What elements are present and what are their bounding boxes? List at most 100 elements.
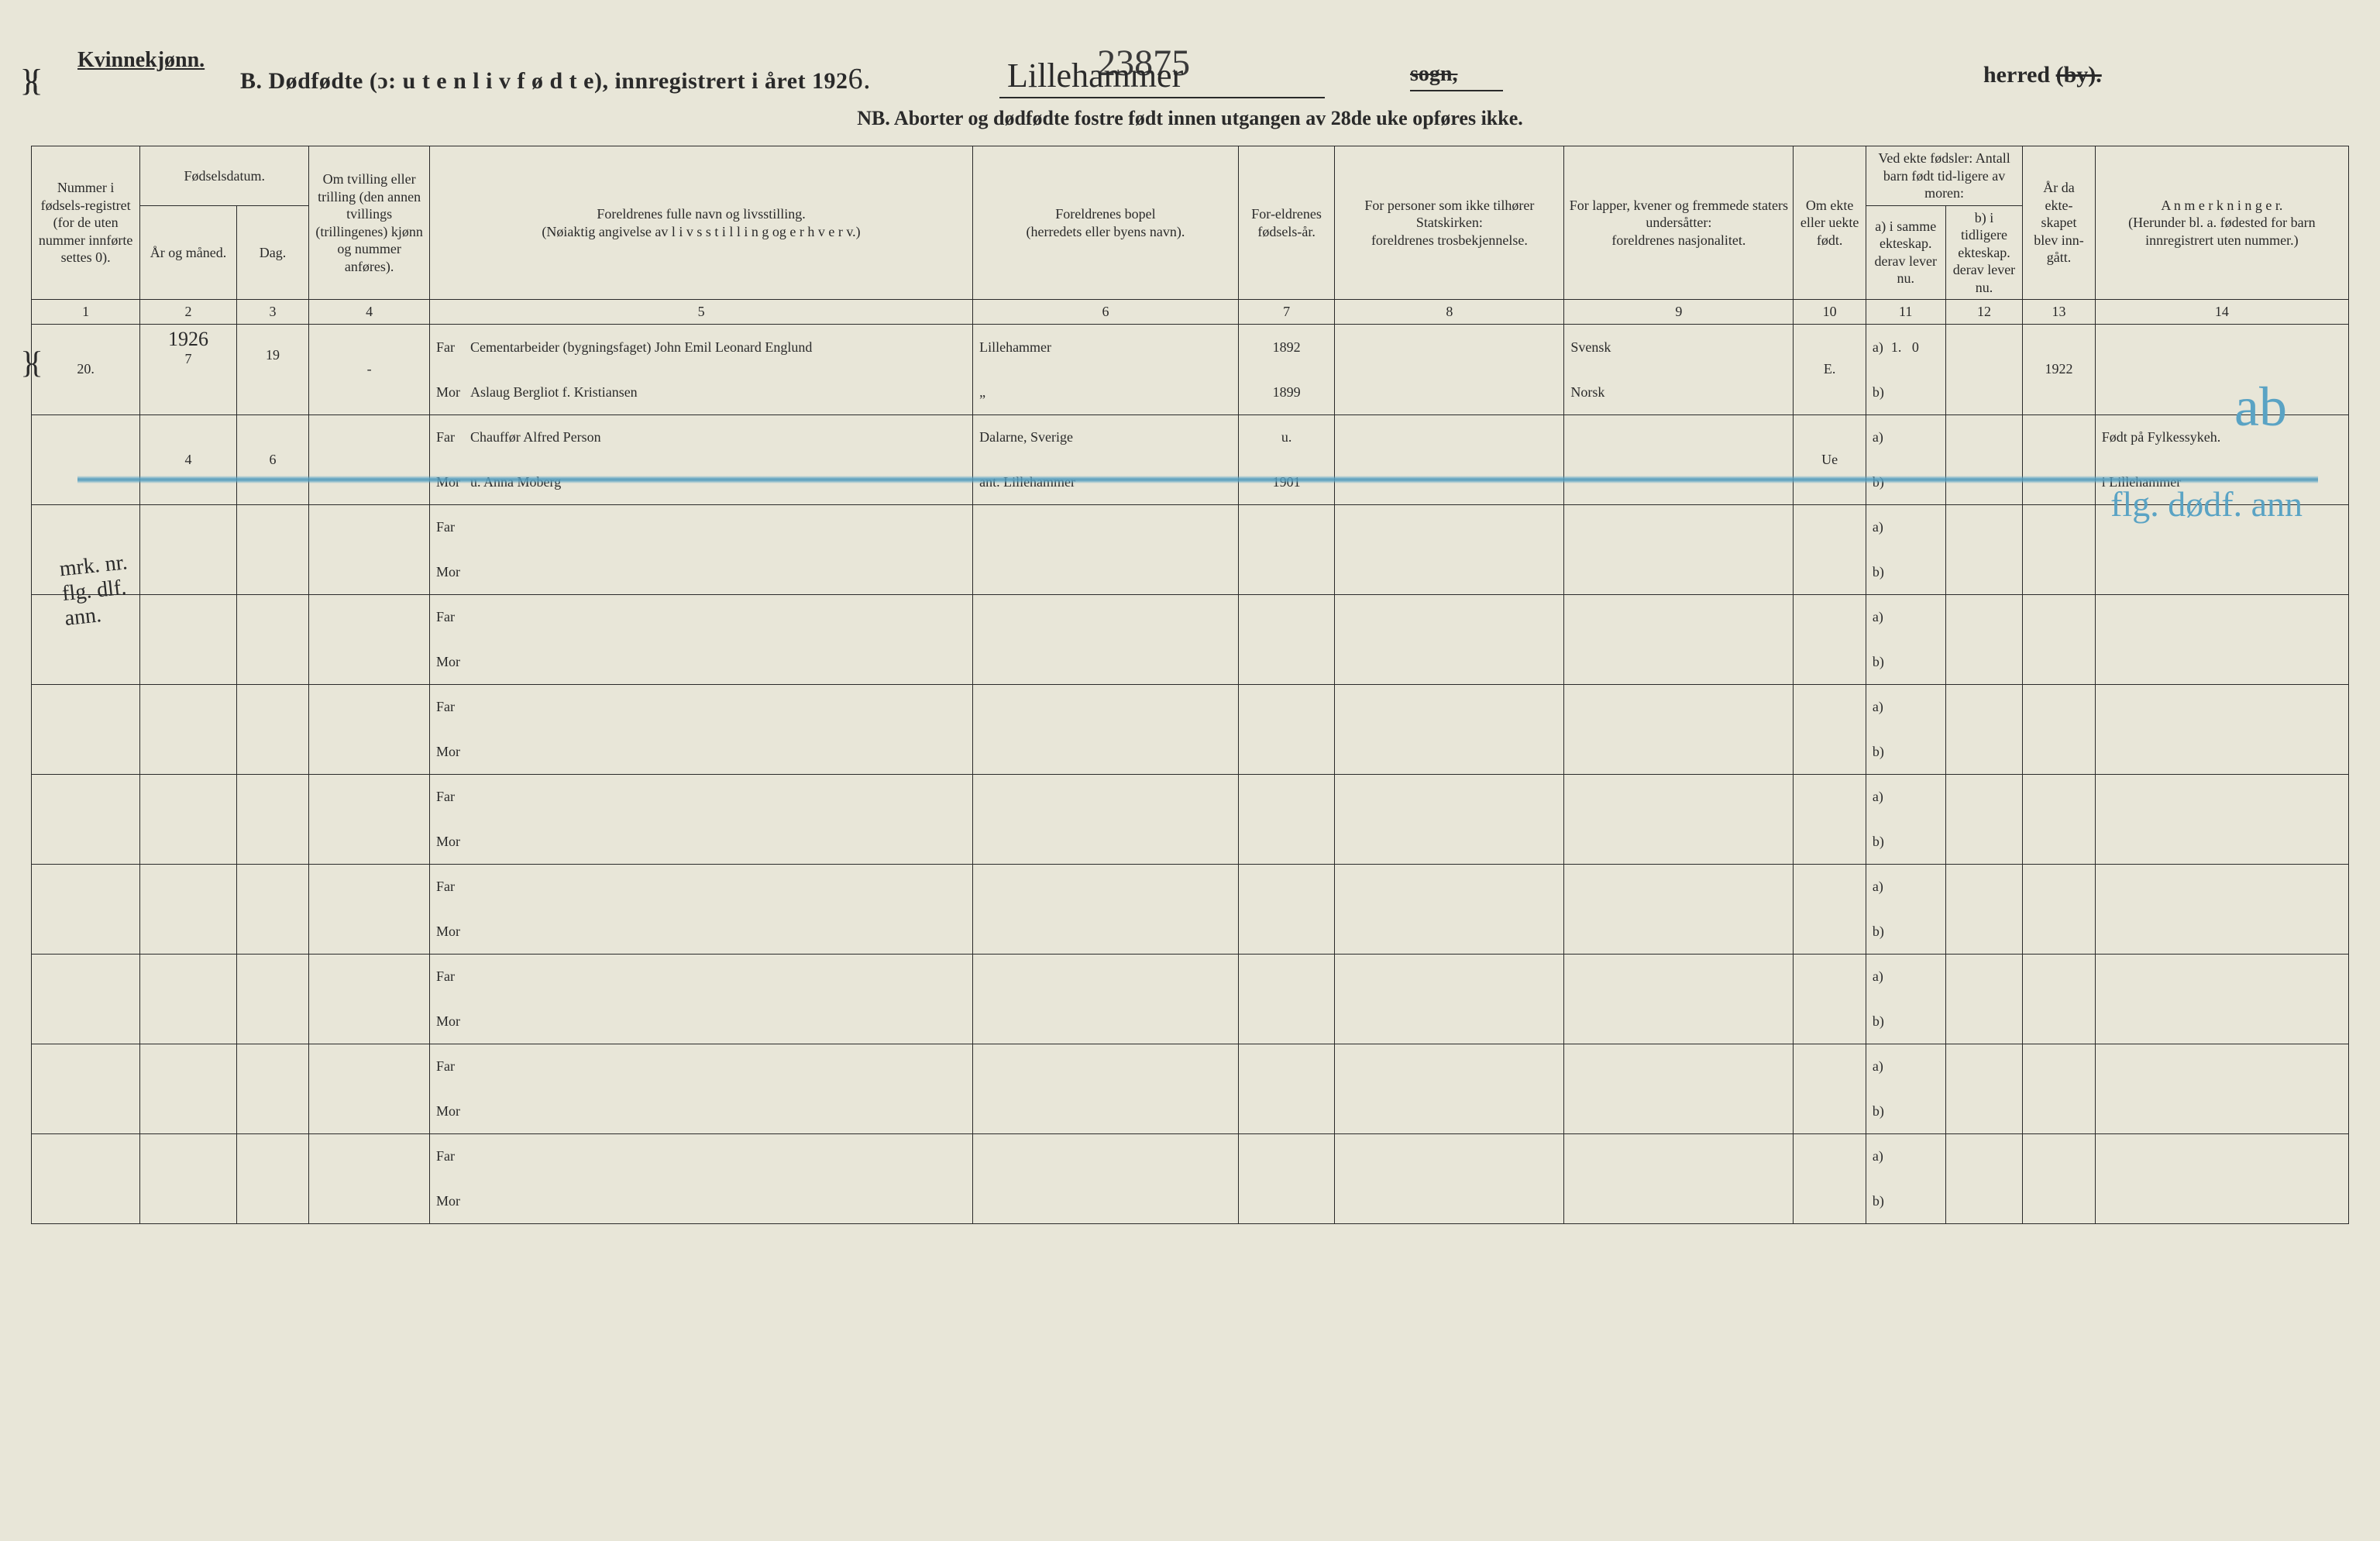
e-twin [309,775,430,865]
ledger-table: Nummer i fødsels-registret (for de uten … [31,146,2349,1224]
e-far: {Far [430,595,973,640]
r2-twin [309,415,430,505]
e-mor-place [973,1179,1239,1224]
e-mor-place [973,550,1239,595]
e-married [2023,1044,2095,1134]
e-mor-nat [1564,1179,1794,1224]
hdr-col2a: År og måned. [140,205,237,300]
e-twin [309,955,430,1044]
gender-label: Kvinnekjønn. [77,48,205,73]
r1-mor-place: „ [973,370,1239,415]
e-mor-year [1238,910,1335,955]
e-twin [309,505,430,595]
colnum-13: 13 [2023,300,2095,325]
table-header: Nummer i fødsels-registret (for de uten … [32,146,2349,325]
e-a: a) [1866,685,1945,730]
colnum-7: 7 [1238,300,1335,325]
e-month [140,955,237,1044]
colnum-10: 10 [1794,300,1866,325]
hdr-c11b-t: b) i tidligere ekteskap. [1958,210,2010,260]
e-far: {Far [430,955,973,999]
e-b: b) [1866,820,1945,865]
header-row: Kvinnekjønn. B. Dødfødte (ɔ: u t e n l i… [31,42,2349,88]
e-mor-year [1238,640,1335,685]
hdr-col11-top: Ved ekte fødsler: Antall barn født tid-l… [1866,146,2022,206]
r1-mor-year: 1899 [1238,370,1335,415]
r2-far-rel [1335,415,1564,460]
colnum-9: 9 [1564,300,1794,325]
r1-b2 [1945,370,2023,415]
e-mor-year [1238,550,1335,595]
e-married [2023,1134,2095,1224]
e-far-year [1238,865,1335,910]
e-twin [309,685,430,775]
hdr-col12: År da ekte-skapet blev inn-gått. [2023,146,2095,300]
e-a2 [1945,595,2023,640]
e-ekte: } [1794,955,1866,1044]
e-rem-mor [2095,910,2348,955]
hdr-col9-sub: foreldrenes nasjonalitet. [1611,232,1745,248]
hdr-col6: Foreldrenes bopel (herredets eller byens… [973,146,1239,300]
r1-a: a)1. 0 [1866,324,1945,370]
e-far-year [1238,685,1335,730]
e-mor: Mor [430,820,973,865]
e-month [140,1134,237,1224]
hdr-col5-top: Foreldrenes fulle navn og livsstilling. [597,206,805,222]
e-far-rel [1335,505,1564,550]
r2-day: 6 [236,415,308,505]
e-mor-rel [1335,1179,1564,1224]
colnum-2: 2 [140,300,237,325]
hdr-col13-top: A n m e r k n i n g e r. [2161,198,2282,213]
hdr-col6-sub: (herredets eller byens navn). [1026,224,1185,239]
e-mor-nat [1564,550,1794,595]
e-mor-nat [1564,999,1794,1044]
e-ekte: } [1794,595,1866,685]
e-day [236,685,308,775]
hdr-col10: Om ekte eller uekte født. [1794,146,1866,300]
e-a2 [1945,775,2023,820]
table-body: 20. 19267 19 - {FarCementarbeider (bygni… [32,324,2349,1224]
e-far-rel [1335,595,1564,640]
e-far-place [973,505,1239,550]
r1-married: 1922 [2023,324,2095,415]
e-rem-mor [2095,640,2348,685]
empty-row-far: {Far } a) [32,1134,2349,1179]
e-married [2023,865,2095,955]
e-b: b) [1866,640,1945,685]
e-mor-nat [1564,1089,1794,1134]
empty-row-far: {Far } a) [32,1044,2349,1089]
e-twin [309,1044,430,1134]
e-ekte: } [1794,685,1866,775]
empty-row-far: {Far } a) [32,595,2349,640]
e-a: a) [1866,505,1945,550]
e-month [140,775,237,865]
hdr-col8-top: For personer som ikke tilhører Statskirk… [1364,198,1534,231]
e-b: b) [1866,999,1945,1044]
e-day [236,955,308,1044]
e-rem-mor [2095,1089,2348,1134]
e-rem-mor [2095,730,2348,775]
e-mor-rel [1335,1089,1564,1134]
e-far-year [1238,775,1335,820]
e-twin [309,1134,430,1224]
e-twin [309,865,430,955]
e-far-year [1238,595,1335,640]
e-far-year [1238,1044,1335,1089]
r1-remark-mor [2095,370,2348,415]
r1-year-month: 19267 [140,324,237,370]
e-a: a) [1866,595,1945,640]
sogn-label: sogn, [1410,62,1503,91]
empty-row-far: {Far } a) [32,685,2349,730]
e-rem-far [2095,595,2348,640]
r2-remark-far: Født på Fylkessykeh. [2095,415,2348,460]
e-a2 [1945,955,2023,999]
entry-row-1-far: 20. 19267 19 - {FarCementarbeider (bygni… [32,324,2349,370]
e-mor-place [973,820,1239,865]
e-far-nat [1564,685,1794,730]
e-far: {Far [430,685,973,730]
e-far-year [1238,955,1335,999]
e-a2 [1945,1044,2023,1089]
r1-mor-rel [1335,370,1564,415]
e-month [140,505,237,595]
e-day [236,505,308,595]
